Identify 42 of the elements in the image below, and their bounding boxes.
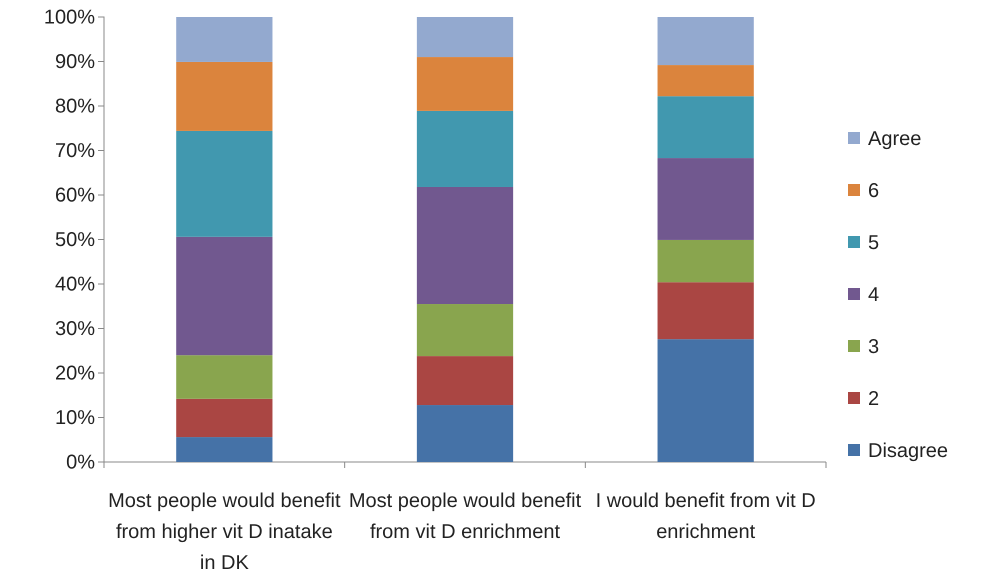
bar — [176, 130, 272, 237]
legend-label: 5 — [868, 232, 880, 254]
bar — [416, 57, 514, 111]
bar — [416, 186, 514, 304]
legend-label: 2 — [868, 388, 880, 410]
bar — [658, 96, 754, 158]
bar — [416, 304, 514, 356]
x-tick-label: Most people would benefit from higher vit D inatake in DK — [108, 490, 341, 574]
bar — [416, 110, 514, 187]
bar — [176, 355, 272, 399]
legend-label: Agree — [868, 128, 922, 150]
bar — [416, 356, 514, 406]
y-tick-label: 70% — [54, 140, 96, 162]
bar — [658, 158, 754, 240]
y-tick-label: 0% — [66, 451, 96, 474]
legend-label: Disagree — [868, 440, 948, 462]
bar — [416, 17, 514, 58]
y-tick-label: 60% — [54, 184, 96, 206]
bar — [658, 65, 754, 96]
y-tick-label: 50% — [54, 228, 96, 251]
legend-label: 4 — [868, 284, 880, 306]
bar — [176, 398, 272, 438]
y-tick-label: 100% — [44, 6, 96, 28]
y-tick-label: 10% — [54, 406, 96, 429]
bar — [176, 17, 272, 62]
y-tick-label: 20% — [54, 362, 96, 384]
legend-label: 3 — [868, 336, 880, 358]
y-tick-label: 40% — [54, 273, 96, 296]
bar — [658, 17, 754, 66]
bar — [658, 240, 754, 282]
bar — [176, 236, 272, 356]
bar — [176, 62, 272, 131]
y-tick-label: 80% — [54, 95, 96, 118]
x-tick-label: I would benefit from vit D enrichment — [596, 490, 816, 543]
y-tick-label: 90% — [54, 50, 96, 73]
y-tick-label: 30% — [54, 318, 96, 340]
bar — [416, 405, 514, 462]
x-tick-label: Most people would benefit from vit D enrichment — [348, 490, 582, 543]
bar — [176, 437, 272, 462]
bar — [658, 339, 754, 462]
legend-label: 6 — [868, 180, 880, 202]
bar — [658, 282, 754, 340]
